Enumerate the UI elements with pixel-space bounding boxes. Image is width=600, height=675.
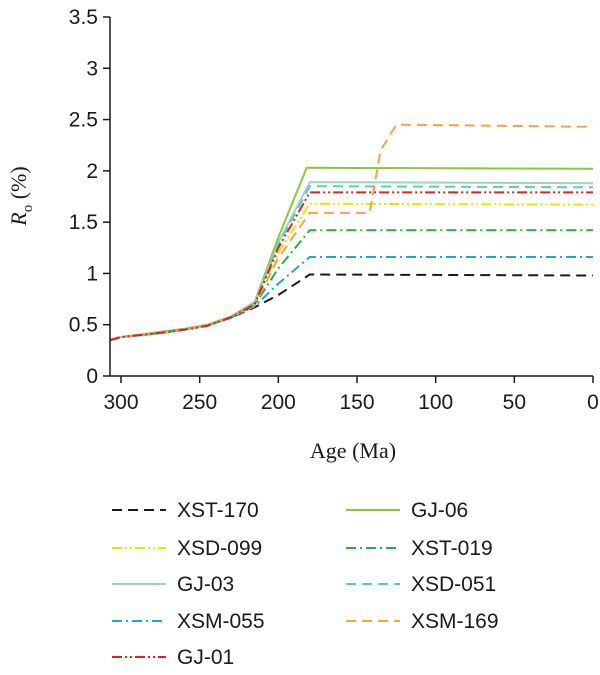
- y-axis-label: Ro (%): [6, 166, 36, 226]
- x-tick-label: 250: [182, 391, 217, 414]
- legend-label: GJ-06: [411, 499, 468, 522]
- y-axis-label-symbol: R: [6, 212, 31, 227]
- series-line-gj-03: [109, 181, 594, 342]
- legend-item-xst-019: XST-019: [346, 537, 493, 560]
- legend-item-xsd-099: XSD-099: [112, 537, 262, 560]
- legend-label: XST-019: [411, 537, 493, 560]
- legend-item-gj-03: GJ-03: [112, 573, 234, 596]
- legend-label: XSM-169: [411, 610, 499, 633]
- series-line-xsm-169: [109, 123, 594, 342]
- y-axis-label-subscript: o: [20, 205, 36, 213]
- y-axis-ticks: 0 0.5 1 1.5 2 2.5 3 3.5: [69, 6, 110, 388]
- legend-label: XSD-099: [177, 537, 262, 560]
- x-tick-label: 50: [503, 391, 526, 414]
- y-axis-label-unit: (%): [6, 166, 31, 204]
- legend-item-xsm-169: XSM-169: [346, 610, 499, 633]
- legend-item-xsd-051: XSD-051: [346, 573, 496, 596]
- series-line-gj-06: [109, 166, 594, 342]
- series-line-xst-170: [109, 273, 594, 342]
- series-line-xsd-051: [109, 185, 594, 342]
- x-tick-label: 150: [339, 391, 374, 414]
- legend: XST-170 GJ-06 XSD-099 XST-019 GJ-03 XSD-051 XS…: [112, 499, 499, 669]
- y-tick-label: 3: [86, 57, 98, 80]
- series-line-xsd-099: [109, 202, 594, 342]
- legend-item-xst-170: XST-170: [112, 499, 259, 522]
- y-tick-label: 3.5: [69, 6, 98, 29]
- y-tick-label: 1: [86, 262, 98, 285]
- x-axis-label: Age (Ma): [310, 438, 396, 463]
- series-line-xsm-055: [109, 256, 593, 342]
- x-tick-label: 0: [587, 391, 599, 414]
- legend-label: GJ-03: [177, 573, 234, 596]
- y-tick-label: 2.5: [69, 109, 98, 132]
- x-tick-label: 100: [418, 391, 453, 414]
- legend-item-gj-06: GJ-06: [346, 499, 468, 522]
- y-tick-label: 2: [86, 160, 98, 183]
- x-tick-label: 300: [103, 391, 138, 414]
- plot-area: [109, 123, 594, 342]
- axes: [109, 17, 593, 377]
- series-line-xst-019: [109, 229, 593, 342]
- x-tick-label: 200: [261, 391, 296, 414]
- y-tick-label: 0.5: [69, 314, 98, 337]
- x-axis-ticks: 300 250 200 150 100 50 0: [103, 376, 599, 414]
- legend-item-gj-01: GJ-01: [112, 646, 234, 669]
- legend-item-xsm-055: XSM-055: [112, 610, 265, 633]
- legend-label: XST-170: [177, 499, 259, 522]
- legend-label: XSM-055: [177, 610, 265, 633]
- y-tick-label: 1.5: [69, 211, 98, 234]
- legend-label: XSD-051: [411, 573, 496, 596]
- legend-label: GJ-01: [177, 646, 234, 669]
- y-tick-label: 0: [86, 365, 98, 388]
- series-line-gj-01: [109, 191, 593, 342]
